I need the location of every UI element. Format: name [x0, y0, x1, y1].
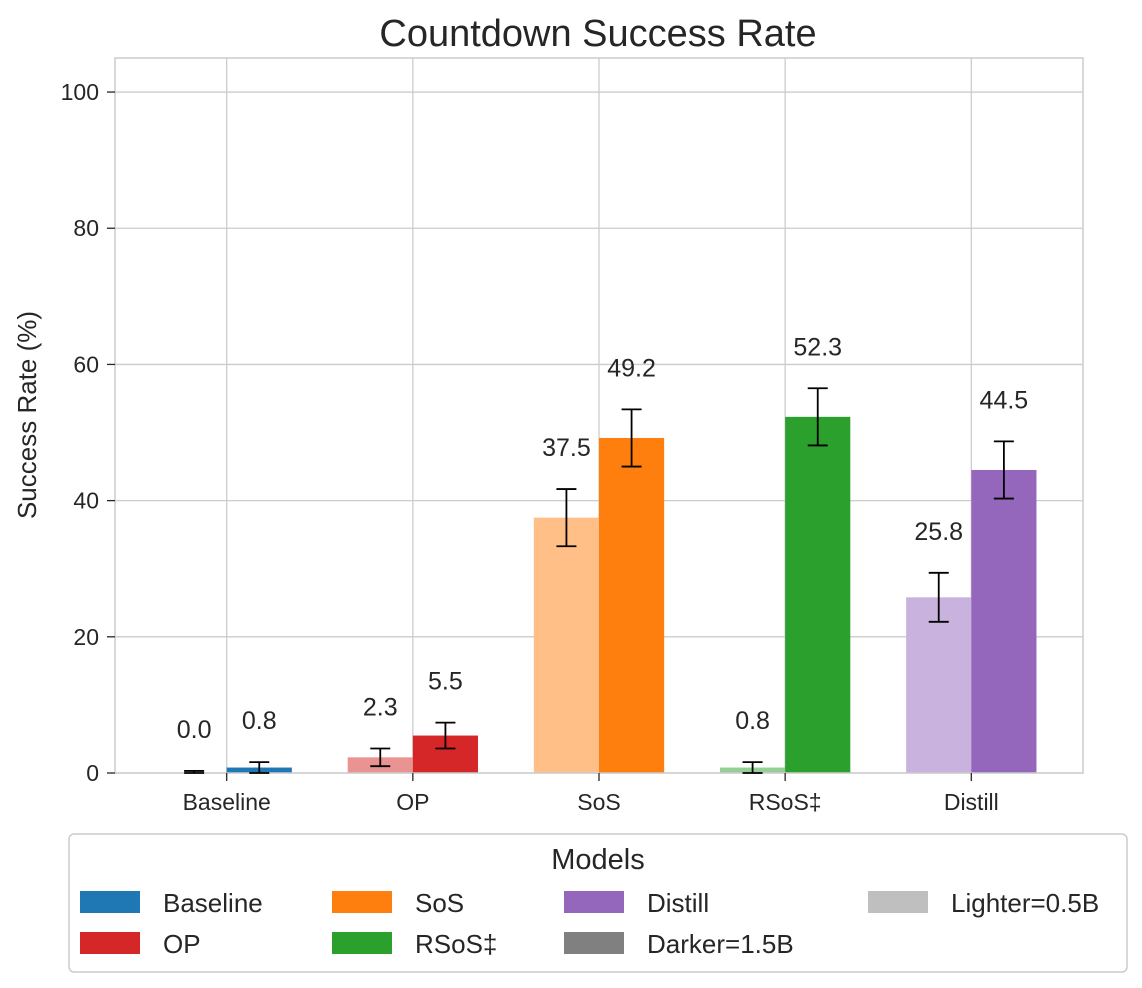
legend-swatch: [564, 932, 624, 954]
legend-swatch: [564, 891, 624, 913]
data-label: 2.3: [363, 693, 398, 721]
legend-title: Models: [551, 844, 645, 876]
legend-label: Lighter=0.5B: [951, 888, 1099, 918]
legend-swatch: [80, 891, 140, 913]
data-label: 37.5: [542, 434, 591, 462]
bar: [785, 416, 851, 773]
x-tick-label: Baseline: [183, 789, 271, 815]
y-tick-label: 0: [86, 760, 99, 786]
chart-title: Countdown Success Rate: [379, 13, 816, 55]
y-tick-label: 40: [73, 488, 99, 514]
data-label: 0.0: [177, 716, 212, 744]
legend-swatch: [332, 891, 392, 913]
ticks-layer: 0 20 40 60 80 100 Baseline OP SoS RSoS‡ Distill: [61, 79, 999, 815]
data-label: 0.8: [242, 707, 277, 735]
x-tick-label: OP: [396, 789, 429, 815]
legend-entries: Baseline OP SoS RSoS‡ Distill Darker=1.5B Ligh…: [80, 888, 1099, 959]
x-tick-label: Distill: [944, 789, 999, 815]
x-tick-label: SoS: [577, 789, 620, 815]
data-label: 44.5: [980, 386, 1029, 414]
y-axis-label: Success Rate (%): [12, 311, 42, 519]
y-tick-label: 80: [73, 215, 99, 241]
y-tick-label: 60: [73, 351, 99, 377]
data-label: 52.3: [793, 333, 842, 361]
legend-label: OP: [163, 929, 201, 959]
legend-swatch: [80, 932, 140, 954]
legend-label: Distill: [647, 888, 709, 918]
bar: [906, 597, 972, 773]
data-label: 0.8: [735, 707, 770, 735]
legend: Models Baseline OP SoS RSoS‡ Distill Darker=1…: [68, 833, 1128, 973]
legend-label: RSoS‡: [415, 929, 497, 959]
x-tick-label: RSoS‡: [749, 789, 822, 815]
y-tick-label: 20: [73, 624, 99, 650]
legend-swatch: [332, 932, 392, 954]
bars-layer: [226, 416, 1037, 773]
legend-label: Baseline: [163, 888, 263, 918]
legend-label: Darker=1.5B: [647, 929, 794, 959]
legend-label: SoS: [415, 888, 464, 918]
y-tick-label: 100: [61, 79, 99, 105]
error-bars-layer: [184, 387, 1014, 774]
legend-swatch: [868, 891, 928, 913]
bar: [533, 517, 599, 773]
bar: [599, 437, 665, 773]
data-labels-layer: 0.0 2.3 37.5 0.8 25.8 0.8 5.5 49.2 52.3 44.5: [177, 333, 1028, 744]
data-label: 25.8: [914, 518, 963, 546]
data-label: 49.2: [607, 354, 656, 382]
bar: [971, 469, 1037, 773]
data-label: 5.5: [428, 668, 463, 696]
